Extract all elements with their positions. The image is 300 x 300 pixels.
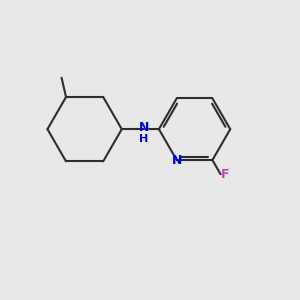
Text: F: F [221, 168, 229, 181]
Text: N: N [172, 154, 182, 166]
Text: N: N [139, 121, 149, 134]
Text: H: H [140, 134, 149, 144]
